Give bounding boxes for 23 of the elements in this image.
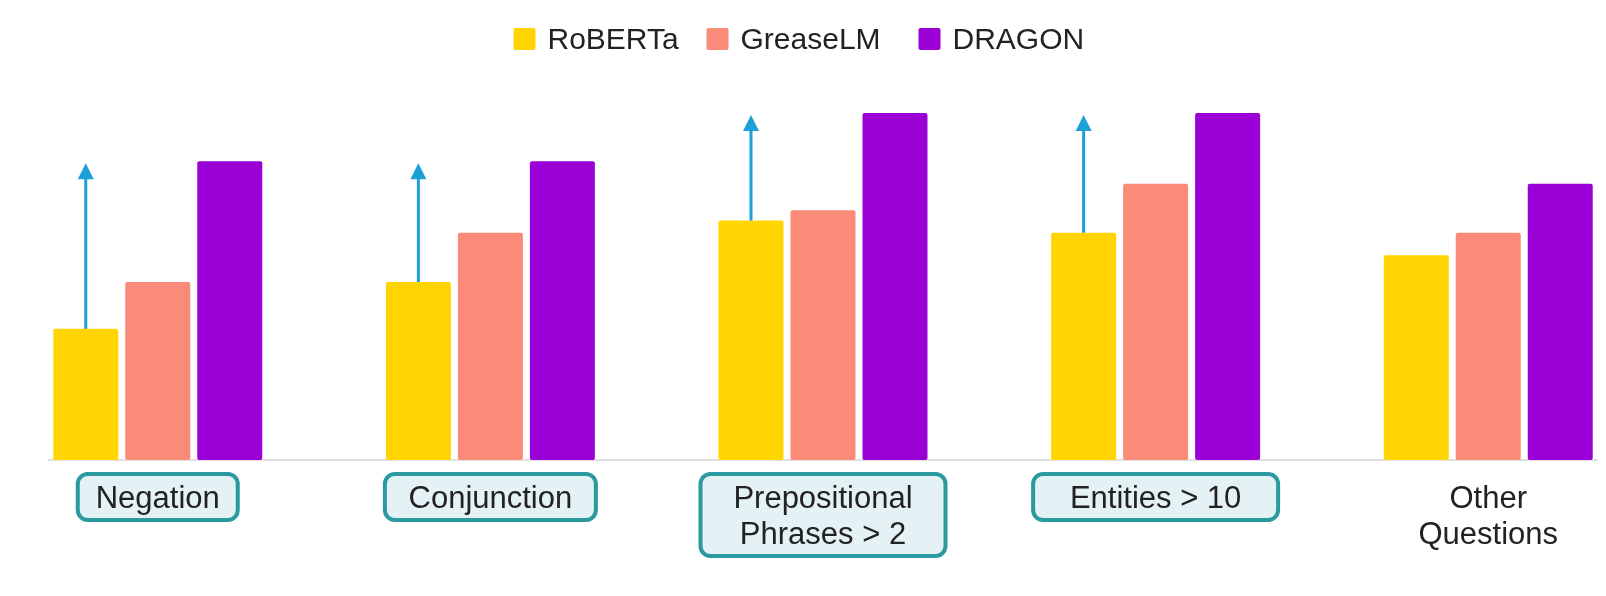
bar <box>862 113 928 460</box>
bar <box>790 210 856 460</box>
x-tick-label: Conjunction <box>408 480 573 515</box>
x-tick-label: Prepositional Phrases > 2 <box>733 480 913 551</box>
bar <box>1383 255 1449 460</box>
bar <box>197 161 263 460</box>
legend-label: DRAGON <box>952 22 1085 55</box>
bar <box>718 220 784 460</box>
bar <box>457 232 523 460</box>
bar <box>53 328 119 460</box>
bar <box>1195 113 1261 460</box>
legend-label: GreaseLM <box>740 22 881 55</box>
legend-label: RoBERTa <box>547 22 679 55</box>
x-tick-label: Entities > 10 <box>1069 480 1242 515</box>
bar <box>1527 183 1593 460</box>
bar <box>1455 232 1521 460</box>
x-tick-label: Other Questions <box>1418 480 1559 551</box>
bar <box>1123 183 1189 460</box>
bar <box>385 281 451 460</box>
bar <box>125 281 191 460</box>
bar <box>529 161 595 460</box>
bar <box>1051 232 1117 460</box>
x-tick-label: Negation <box>95 480 220 515</box>
